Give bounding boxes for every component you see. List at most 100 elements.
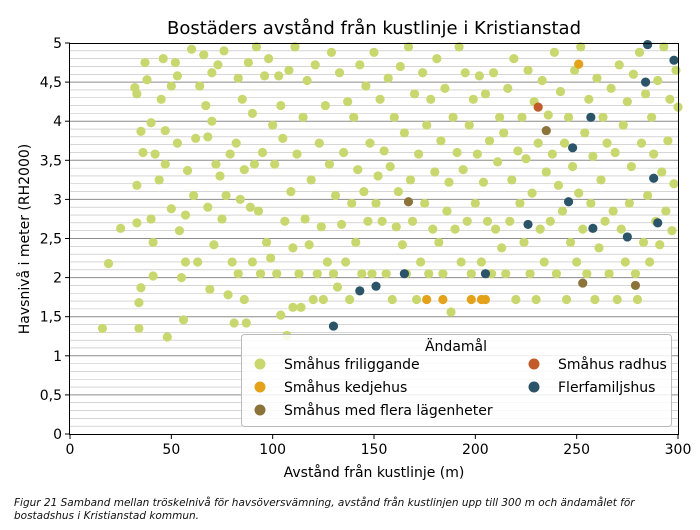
- legend-label: Flerfamiljshus: [558, 380, 655, 396]
- data-point: [300, 214, 310, 224]
- data-point: [359, 186, 369, 197]
- data-point: [103, 258, 114, 269]
- data-point: [237, 94, 247, 104]
- data-point: [146, 214, 156, 224]
- x-tick-label: 150: [361, 442, 388, 458]
- data-point: [97, 323, 108, 334]
- data-point: [590, 294, 600, 305]
- data-point: [630, 269, 641, 279]
- data-point: [219, 46, 229, 56]
- data-point: [557, 206, 568, 216]
- data-point: [140, 57, 150, 68]
- data-point: [249, 159, 260, 169]
- data-point: [657, 167, 667, 177]
- data-point: [464, 120, 474, 130]
- data-point: [422, 294, 432, 305]
- x-tick-label: 100: [259, 442, 286, 458]
- data-point: [399, 128, 409, 138]
- data-point: [484, 136, 495, 146]
- data-point: [653, 75, 663, 86]
- data-point: [294, 269, 304, 279]
- data-point: [201, 100, 211, 111]
- data-point: [586, 198, 596, 208]
- data-point: [418, 68, 428, 78]
- data-point: [207, 116, 217, 126]
- data-point: [452, 147, 462, 158]
- data-point: [559, 138, 570, 148]
- data-point: [563, 112, 574, 122]
- data-point: [422, 120, 432, 130]
- legend-label: Småhus med flera lägenheter: [284, 402, 493, 419]
- x-tick-label: 250: [563, 442, 590, 458]
- data-point: [255, 269, 266, 279]
- data-point: [568, 143, 578, 153]
- data-point: [160, 159, 170, 169]
- y-tick-label: 4: [53, 114, 62, 130]
- data-point: [270, 159, 280, 169]
- data-point: [440, 83, 450, 93]
- data-point: [306, 175, 316, 185]
- data-point: [288, 243, 298, 253]
- data-point: [278, 133, 288, 144]
- data-point: [322, 257, 332, 267]
- data-point: [166, 204, 176, 214]
- data-point: [363, 216, 373, 226]
- data-point: [334, 68, 345, 78]
- data-point: [488, 68, 499, 78]
- data-point: [525, 269, 535, 279]
- data-point: [377, 216, 387, 226]
- data-point: [391, 222, 401, 232]
- data-point: [665, 94, 675, 104]
- data-point: [472, 149, 482, 159]
- data-point: [531, 294, 541, 305]
- data-point: [420, 198, 430, 208]
- data-point: [172, 71, 183, 81]
- data-point: [428, 224, 438, 234]
- data-point: [533, 138, 543, 148]
- data-point: [357, 269, 367, 279]
- y-tick-label: 2: [53, 271, 62, 287]
- data-point: [209, 240, 219, 250]
- data-point: [527, 188, 537, 198]
- data-point: [523, 219, 533, 230]
- data-point: [132, 180, 142, 190]
- data-point: [405, 175, 416, 185]
- y-tick-label: 4,5: [40, 75, 62, 91]
- data-point: [640, 89, 651, 99]
- data-point: [513, 146, 523, 156]
- data-point: [211, 159, 221, 169]
- data-point: [466, 269, 476, 279]
- data-point: [328, 321, 339, 331]
- data-point: [178, 315, 189, 325]
- data-point: [221, 190, 231, 201]
- data-point: [643, 39, 653, 50]
- data-point: [328, 269, 339, 279]
- data-point: [195, 81, 205, 91]
- data-point: [555, 86, 566, 97]
- data-point: [189, 190, 199, 201]
- data-point: [649, 173, 659, 183]
- y-tick-label: 0,5: [40, 388, 62, 404]
- data-point: [624, 198, 634, 208]
- data-point: [215, 171, 225, 181]
- data-point: [618, 120, 628, 130]
- data-point: [541, 125, 551, 136]
- y-tick-label: 3: [53, 192, 62, 208]
- data-point: [243, 57, 253, 68]
- data-point: [191, 133, 201, 144]
- legend-marker: [254, 404, 266, 416]
- data-point: [180, 210, 191, 220]
- data-point: [454, 42, 464, 52]
- data-point: [616, 224, 626, 234]
- data-point: [156, 94, 166, 104]
- data-point: [227, 257, 237, 267]
- data-point: [551, 269, 562, 279]
- data-point: [298, 112, 308, 122]
- data-point: [462, 216, 472, 226]
- data-point: [245, 202, 255, 212]
- data-point: [507, 175, 517, 185]
- data-point: [371, 281, 381, 291]
- legend-label: Småhus friliggande: [284, 356, 420, 373]
- data-point: [495, 112, 505, 122]
- data-point: [539, 257, 549, 267]
